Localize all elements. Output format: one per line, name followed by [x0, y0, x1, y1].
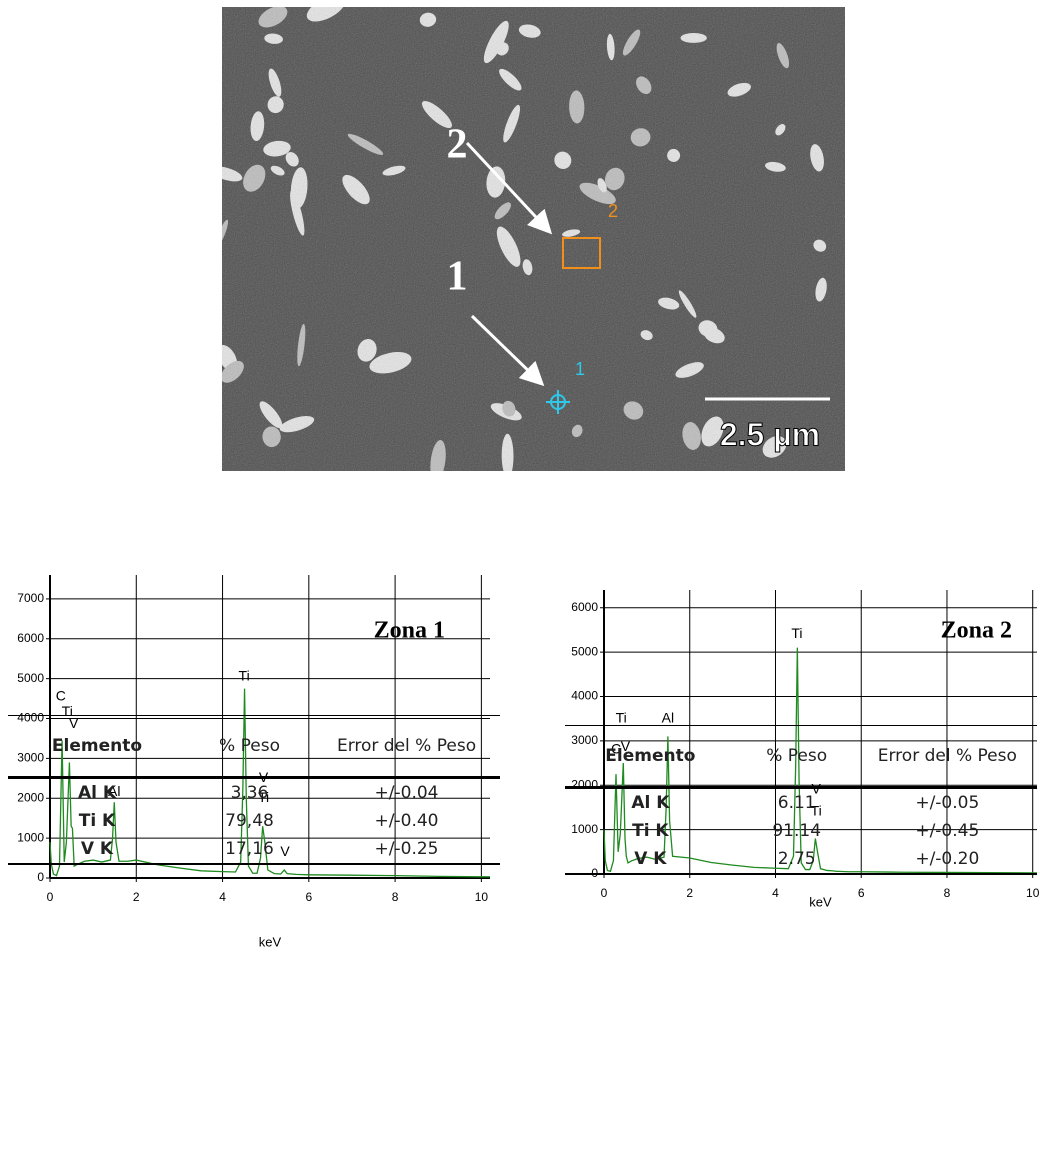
header-cell: % Peso — [185, 715, 314, 779]
x-tick-label: 4 — [219, 890, 226, 904]
zone-label: 1 — [447, 254, 468, 300]
x-axis-label: keV — [809, 894, 832, 909]
x-tick-label: 10 — [1026, 886, 1040, 900]
table-cell: +/-0.20 — [857, 845, 1037, 875]
header-cell: Elemento — [8, 715, 186, 779]
header-row: Elemento% Peso Error del % Peso — [8, 715, 500, 779]
y-tick-label: 1000 — [571, 822, 598, 836]
x-tick-label: 8 — [392, 890, 399, 904]
table-cell: +/-0.40 — [374, 811, 439, 831]
y-tick-label: 6000 — [571, 600, 598, 614]
peak-label: Ti — [239, 667, 250, 683]
y-tick-label: 0 — [37, 870, 44, 884]
y-tick-label: 6000 — [17, 631, 44, 645]
arrow — [470, 314, 545, 387]
table-cell: +/-0.45 — [915, 821, 980, 841]
y-tick-label: 7000 — [17, 591, 44, 605]
zone-label: 2 — [447, 122, 468, 168]
arrow — [465, 141, 553, 235]
header-cell: Error del % Peso — [857, 725, 1037, 789]
table-cell: +/-0.25 — [313, 835, 500, 865]
peak-label: C — [56, 687, 66, 703]
chart-title: Zona 1 — [374, 618, 445, 644]
y-tick-label: 5000 — [571, 644, 598, 658]
y-tick-label: 2000 — [17, 790, 44, 804]
peak-label: Ti — [811, 803, 822, 819]
x-tick-label: 6 — [858, 886, 865, 900]
peak-label: V — [812, 780, 822, 796]
x-tick-label: 2 — [686, 886, 693, 900]
table-cell: +/-0.04 — [374, 783, 439, 803]
header-cell: % Peso — [735, 725, 858, 789]
peak-label: Al — [108, 783, 120, 799]
sem-noise — [222, 7, 845, 471]
table-row: V K 2.75 +/-0.20 — [565, 845, 1037, 875]
table-cell: Ti K — [632, 821, 669, 841]
table-cell: Al K — [77, 783, 117, 803]
peak-label: Ti — [616, 709, 627, 725]
x-tick-label: 2 — [133, 890, 140, 904]
peak-label: Ti — [258, 789, 269, 805]
header-cell: Error del % Peso — [313, 715, 500, 779]
x-axis-label: keV — [259, 934, 282, 949]
table-cell: 79,48 — [225, 811, 274, 831]
x-tick-label: 8 — [944, 886, 951, 900]
table-row: Ti K 91.14 +/-0.45 — [565, 817, 1037, 845]
x-tick-label: 0 — [601, 886, 608, 900]
table: Elemento% Peso Error del % Peso Al K 6.11 +/… — [565, 725, 1037, 875]
table-cell: 17,16 — [185, 835, 314, 865]
peak-label: Ti — [62, 703, 73, 719]
table-row: Al K 6.11 +/-0.05 — [565, 788, 1037, 818]
zone-box — [562, 237, 601, 269]
peak-label: Al — [662, 709, 674, 725]
peak-label: Ti — [791, 625, 802, 641]
table-cell: V K — [8, 835, 186, 865]
table-row: Ti K 79,48 +/-0.40 — [8, 807, 500, 835]
zone-marker-label: 2 — [608, 201, 618, 221]
x-tick-label: 4 — [772, 886, 779, 900]
x-tick-label: 6 — [305, 890, 312, 904]
y-tick-label: 4000 — [571, 689, 598, 703]
table: Elemento% Peso Error del % Peso Al K 3,36 +/… — [8, 715, 500, 865]
table-row: Al K 3,36 +/-0.04 — [8, 778, 500, 808]
header-cell: Elemento — [565, 725, 736, 789]
header-row: Elemento% Peso Error del % Peso — [565, 725, 1037, 789]
table-cell: 3,36 — [230, 783, 269, 803]
zone-marker-label: 1 — [575, 359, 585, 379]
zone-crosshair — [546, 390, 570, 414]
table-cell: 91.14 — [772, 821, 822, 841]
table-cell: Al K — [631, 793, 670, 813]
y-tick-label: 5000 — [17, 671, 44, 685]
table-cell: +/-0.05 — [915, 793, 980, 813]
x-tick-label: 10 — [475, 890, 489, 904]
x-tick-label: 0 — [47, 890, 54, 904]
table-cell: Ti K — [78, 811, 116, 831]
table-row: V K 17,16 +/-0.25 — [8, 835, 500, 865]
table-cell: V K — [565, 845, 736, 875]
chart-title: Zona 2 — [941, 618, 1012, 644]
scale-label: 2.5 µm — [720, 416, 820, 452]
table-cell: 2.75 — [735, 845, 858, 875]
table-cell: 6.11 — [777, 793, 816, 813]
